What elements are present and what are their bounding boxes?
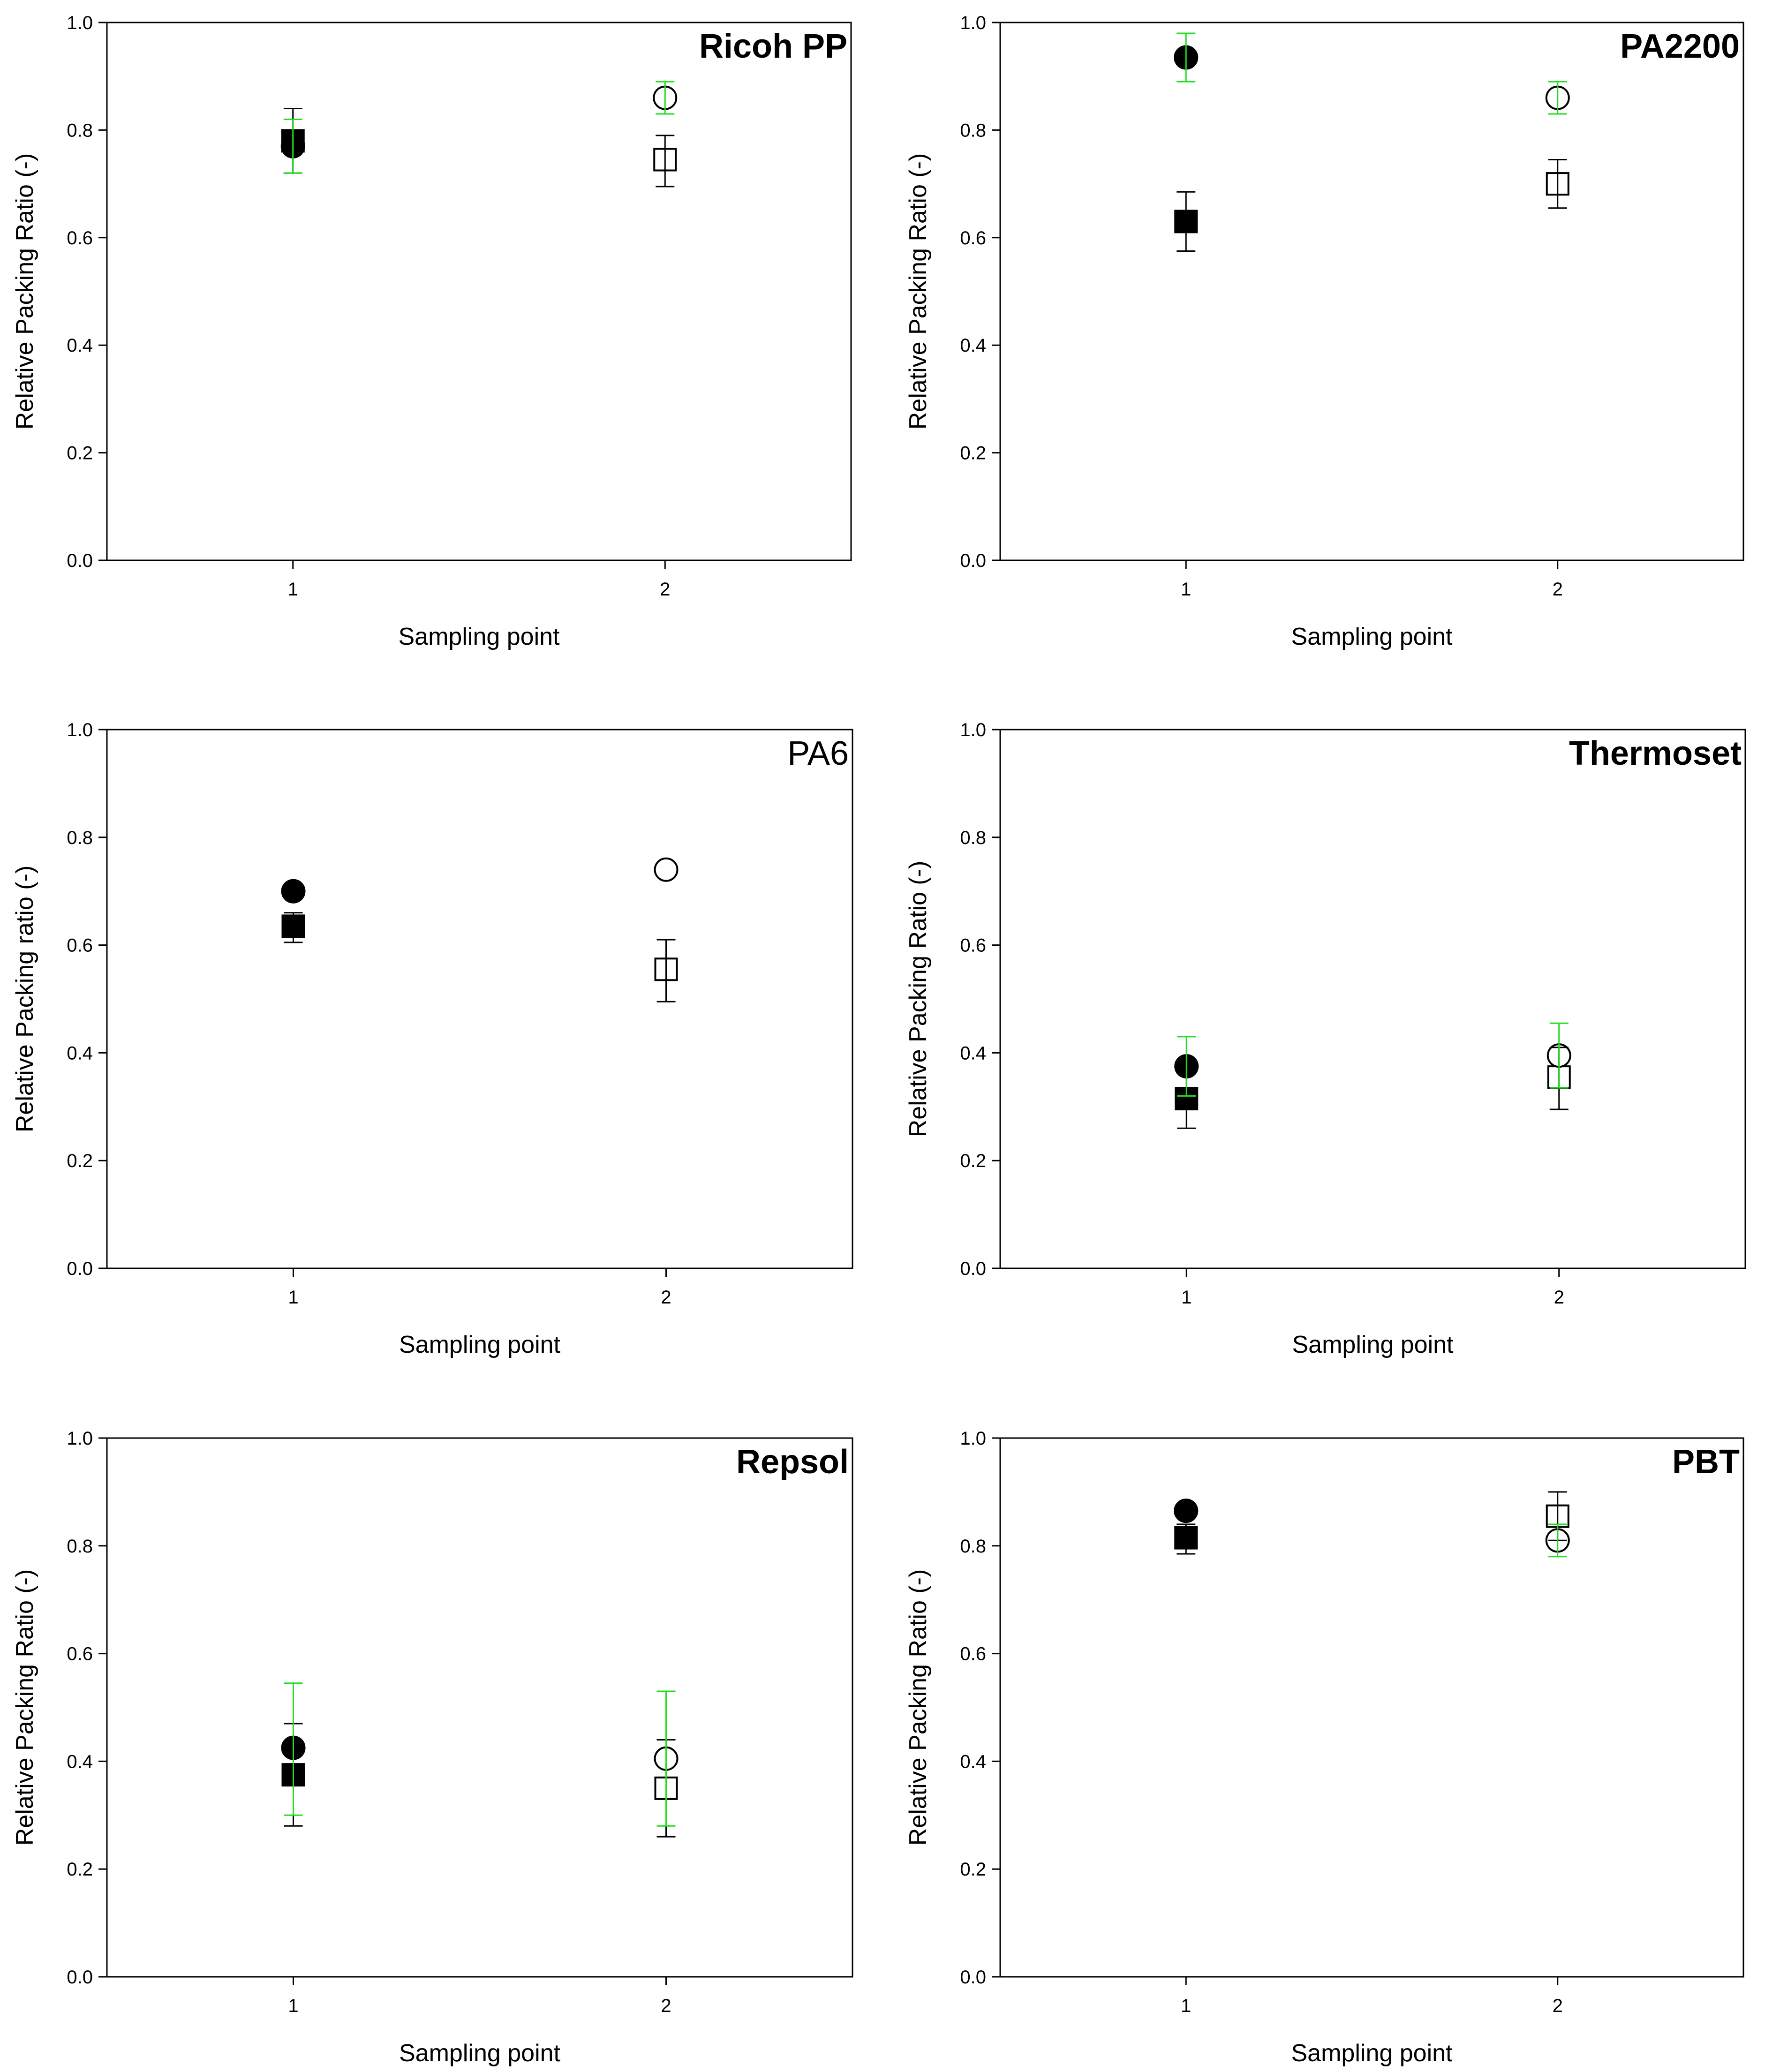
data-point-circle [654, 857, 679, 882]
x-tick-label: 2 [1553, 579, 1563, 600]
y-tick-label: 0.2 [960, 1859, 986, 1880]
y-tick-label: 0.2 [67, 1859, 93, 1880]
y-tick-label: 0.2 [960, 1151, 986, 1171]
y-tick-label: 0.6 [960, 935, 986, 956]
x-axis-title: Sampling point [399, 1331, 561, 1358]
y-axis-title: Relative Packing ratio (-) [11, 866, 38, 1132]
y-tick-label: 1.0 [67, 1428, 93, 1449]
y-tick-label: 0.8 [67, 120, 93, 141]
y-tick-label: 0.8 [960, 828, 986, 848]
y-axis-title: Relative Packing Ratio (-) [905, 861, 932, 1138]
chart-title: Thermoset [1569, 735, 1742, 772]
y-tick-label: 0.4 [960, 1043, 986, 1063]
data-point-circle [1174, 1499, 1199, 1523]
x-tick-label: 1 [288, 579, 298, 600]
y-axis-title: Relative Packing Ratio (-) [905, 1569, 932, 1846]
x-tick-label: 1 [288, 1996, 298, 2016]
y-tick-label: 0.4 [67, 1751, 93, 1772]
y-tick-label: 0.6 [67, 935, 93, 956]
y-axis-title: Relative Packing Ratio (-) [11, 153, 38, 430]
plot-frame [106, 1437, 853, 1978]
y-tick-label: 1.0 [67, 13, 93, 33]
y-tick-label: 0.0 [960, 550, 986, 571]
y-tick-label: 0.0 [67, 550, 93, 571]
chart-panel: 0.0 0.2 0.4 0.6 0.8 1.0 1 2 Sampling point Relati… [905, 13, 1744, 650]
y-tick-label: 0.6 [960, 1644, 986, 1665]
y-tick-label: 0.4 [67, 1043, 93, 1063]
chart-title: PA6 [787, 735, 849, 772]
y-tick-label: 0.8 [960, 120, 986, 141]
y-tick-label: 0.0 [67, 1258, 93, 1279]
chart-panel: 0.0 0.2 0.4 0.6 0.8 1.0 1 2 Sampling point Relati… [11, 720, 853, 1358]
y-tick-label: 0.8 [67, 1536, 93, 1557]
x-tick-label: 1 [1181, 579, 1191, 600]
plot-frame [106, 729, 853, 1269]
chart-panel: 0.0 0.2 0.4 0.6 0.8 1.0 1 2 Sampling point Relati… [11, 1428, 853, 2067]
y-tick-label: 1.0 [960, 13, 986, 33]
y-tick-label: 0.4 [960, 1751, 986, 1772]
x-axis-title: Sampling point [1291, 2040, 1453, 2067]
y-tick-label: 0.0 [67, 1967, 93, 1988]
x-axis-title: Sampling point [1291, 623, 1453, 650]
y-tick-label: 1.0 [67, 720, 93, 740]
x-tick-label: 2 [660, 579, 670, 600]
y-axis-title: Relative Packing Ratio (-) [11, 1569, 38, 1846]
chart-title: Repsol [736, 1443, 849, 1481]
y-tick-label: 0.4 [67, 335, 93, 356]
x-tick-label: 1 [1181, 1287, 1192, 1308]
plot-frame [999, 1437, 1744, 1978]
plot-frame [999, 22, 1744, 561]
chart-title: PBT [1672, 1443, 1740, 1481]
y-tick-label: 0.2 [67, 1151, 93, 1171]
chart-panel: 0.0 0.2 0.4 0.6 0.8 1.0 1 2 Sampling point Relati… [905, 1428, 1744, 2067]
x-axis-title: Sampling point [1292, 1331, 1454, 1358]
x-tick-label: 2 [661, 1287, 671, 1308]
chart-title: PA2200 [1620, 28, 1740, 65]
y-tick-label: 0.8 [960, 1536, 986, 1557]
y-tick-label: 0.0 [960, 1967, 986, 1988]
chart-panel: 0.0 0.2 0.4 0.6 0.8 1.0 1 2 Sampling point Relati… [905, 720, 1746, 1358]
chart-title: Ricoh PP [699, 28, 847, 65]
x-tick-label: 1 [288, 1287, 298, 1308]
y-axis-title: Relative Packing Ratio (-) [905, 153, 932, 430]
y-tick-label: 0.6 [67, 228, 93, 249]
y-tick-label: 0.6 [67, 1644, 93, 1665]
y-tick-label: 0.2 [960, 443, 986, 464]
plot-frame [106, 22, 852, 561]
y-tick-label: 0.8 [67, 828, 93, 848]
y-tick-label: 1.0 [960, 1428, 986, 1449]
data-point-circle [281, 879, 306, 904]
y-tick-label: 0.6 [960, 228, 986, 249]
y-tick-label: 1.0 [960, 720, 986, 740]
x-tick-label: 1 [1181, 1996, 1191, 2016]
y-tick-label: 0.0 [960, 1258, 986, 1279]
x-tick-label: 2 [1554, 1287, 1564, 1308]
x-tick-label: 2 [661, 1996, 671, 2016]
chart-panel: 0.0 0.2 0.4 0.6 0.8 1.0 1 2 Sampling point Relati… [11, 13, 852, 650]
plot-frame [999, 729, 1746, 1269]
y-tick-label: 0.4 [960, 335, 986, 356]
x-axis-title: Sampling point [399, 623, 560, 650]
x-tick-label: 2 [1553, 1996, 1563, 2016]
x-axis-title: Sampling point [399, 2040, 561, 2067]
y-tick-label: 0.2 [67, 443, 93, 464]
